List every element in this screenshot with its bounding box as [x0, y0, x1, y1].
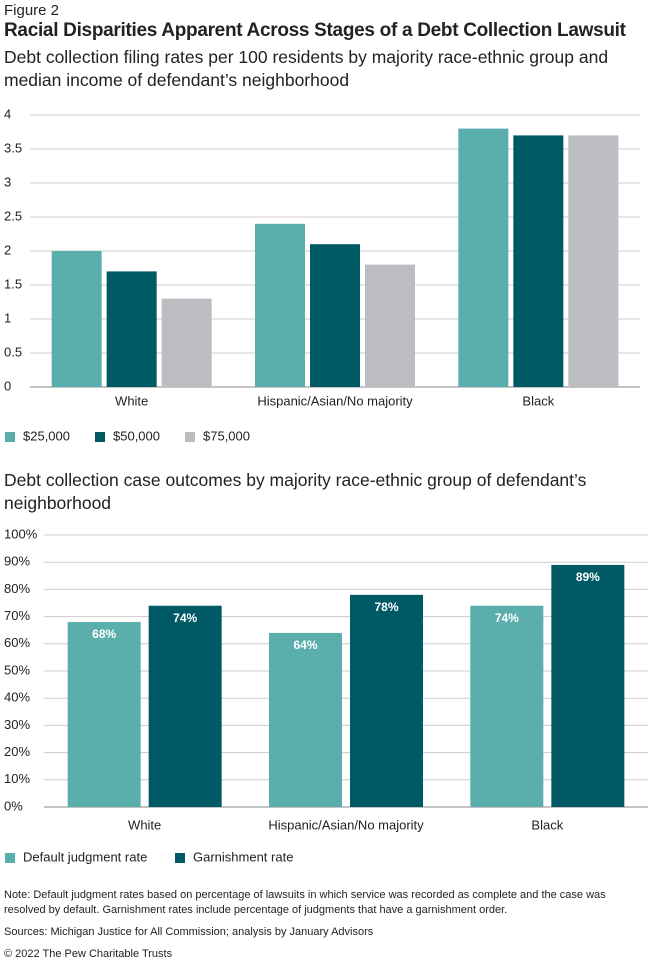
y-tick-label: 3.5 — [4, 140, 22, 155]
bar — [51, 251, 102, 387]
chart-subtitle: Debt collection case outcomes by majorit… — [4, 470, 587, 513]
x-tick-label: White — [115, 393, 148, 408]
legend-swatch — [5, 432, 15, 442]
value-label: 74% — [173, 611, 197, 625]
legend-swatch — [5, 853, 15, 863]
bar — [551, 564, 625, 807]
figure-label: Figure 2 — [4, 2, 60, 19]
legend-swatch — [185, 432, 195, 442]
legend-swatch — [95, 432, 105, 442]
x-tick-label: Hispanic/Asian/No majority — [257, 393, 413, 408]
y-tick-label: 80% — [4, 581, 30, 596]
y-tick-label: 4 — [4, 106, 11, 121]
bar — [269, 632, 342, 807]
value-label: 78% — [374, 600, 398, 614]
y-tick-label: 40% — [4, 690, 30, 705]
x-tick-label: Hispanic/Asian/No majority — [268, 817, 424, 832]
legend-label: Default judgment rate — [23, 849, 147, 864]
chart: 0 0.5 1 1.5 2 2.5 3 3.5 4 White Hispanic/Asian/No … — [4, 106, 640, 443]
y-tick-label: 10% — [4, 771, 30, 786]
legend-label: $25,000 — [23, 428, 70, 443]
title: Racial Disparities Apparent Across Stage… — [4, 20, 626, 41]
value-label: 74% — [495, 611, 519, 625]
bar — [365, 264, 415, 387]
legend-swatch — [175, 853, 185, 863]
x-tick-label: Black — [522, 393, 554, 408]
y-tick-label: 1.5 — [4, 276, 22, 291]
sources: Sources: Michigan Justice for All Commis… — [4, 926, 374, 938]
bar — [513, 135, 564, 387]
bar — [458, 128, 509, 387]
legend-label: $50,000 — [113, 428, 160, 443]
bar — [67, 622, 141, 807]
bar — [255, 223, 305, 387]
y-tick-label: 50% — [4, 662, 30, 677]
y-tick-label: 2.5 — [4, 208, 22, 223]
note: Note: Default judgment rates based on pe… — [4, 889, 606, 916]
y-tick-label: 2 — [4, 242, 11, 257]
y-tick-label: 30% — [4, 717, 30, 732]
y-tick-label: 20% — [4, 744, 30, 759]
bar — [148, 605, 222, 807]
bar — [106, 271, 157, 387]
y-tick-label: 0% — [4, 798, 23, 813]
bar — [310, 244, 360, 387]
bar — [161, 298, 212, 387]
bar — [568, 135, 619, 387]
y-tick-label: 0 — [4, 378, 11, 393]
x-tick-label: White — [128, 817, 161, 832]
y-tick-label: 70% — [4, 608, 30, 623]
value-label: 89% — [576, 570, 600, 584]
x-tick-label: Black — [531, 817, 563, 832]
y-tick-label: 100% — [4, 526, 38, 541]
legend-label: $75,000 — [203, 428, 250, 443]
chart: 0% 10% 20% 30% 40% 50% 60% 70% 80% 90% 100% White 68… — [4, 526, 648, 864]
copyright: © 2022 The Pew Charitable Trusts — [4, 948, 173, 960]
legend-label: Garnishment rate — [193, 849, 293, 864]
value-label: 68% — [92, 627, 116, 641]
bar — [350, 594, 423, 807]
value-label: 64% — [293, 638, 317, 652]
y-tick-label: 0.5 — [4, 344, 22, 359]
chart-subtitle: Debt collection filing rates per 100 res… — [4, 47, 609, 90]
y-tick-label: 1 — [4, 310, 11, 325]
y-tick-label: 60% — [4, 635, 30, 650]
bar — [470, 605, 544, 807]
y-tick-label: 3 — [4, 174, 11, 189]
y-tick-label: 90% — [4, 554, 30, 569]
